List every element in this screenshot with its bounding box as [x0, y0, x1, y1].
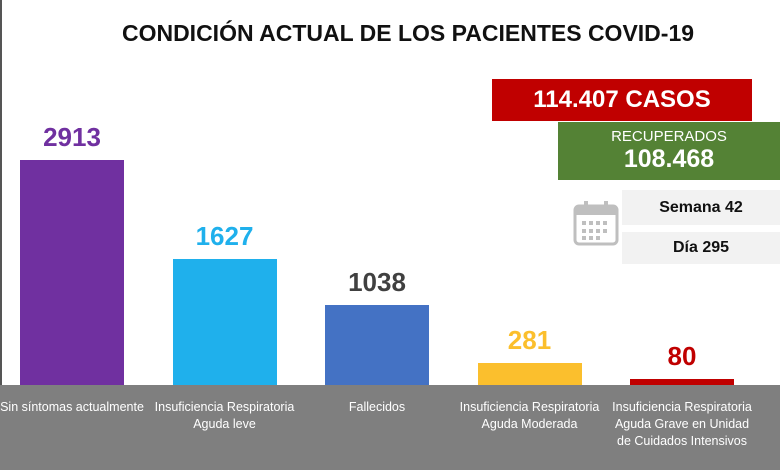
value-label: 281	[507, 325, 552, 356]
category-label: Insuficiencia Respiratoria Aguda Moderad…	[459, 400, 600, 431]
category-label: Fallecidos	[348, 400, 406, 414]
bar	[172, 259, 277, 385]
bar	[325, 304, 429, 385]
category-label: Insuficiencia Respiratoria Aguda Grave e…	[612, 400, 752, 448]
bar	[630, 378, 734, 385]
value-label: 2913	[43, 122, 101, 152]
category-label: Insuficiencia Respiratoria Aguda leve	[154, 400, 295, 431]
cases-box: 114.407 CASOS	[492, 79, 752, 121]
day-text: Día 295	[672, 239, 730, 256]
cases-text: 114.407 CASOS	[533, 86, 711, 113]
week-text: Semana 42	[659, 198, 743, 216]
calendar-icon	[573, 201, 619, 246]
day-box: Día 295	[622, 232, 780, 264]
value-label: 1627	[195, 221, 254, 252]
bar	[477, 363, 582, 385]
left-border	[0, 0, 2, 470]
bar	[20, 160, 124, 385]
category-band	[0, 385, 780, 470]
week-box: Semana 42	[622, 190, 780, 225]
chart-title: CONDICIÓN ACTUAL DE LOS PACIENTES COVID-…	[121, 20, 695, 46]
recovered-box: RECUPERADOS 108.468	[558, 122, 780, 180]
recovered-value: 108.468	[623, 145, 715, 173]
value-label: 1038	[348, 266, 406, 297]
recovered-label: RECUPERADOS	[611, 128, 727, 145]
value-label: 80	[667, 340, 697, 371]
category-label: Sin síntomas actualmente	[0, 400, 144, 414]
